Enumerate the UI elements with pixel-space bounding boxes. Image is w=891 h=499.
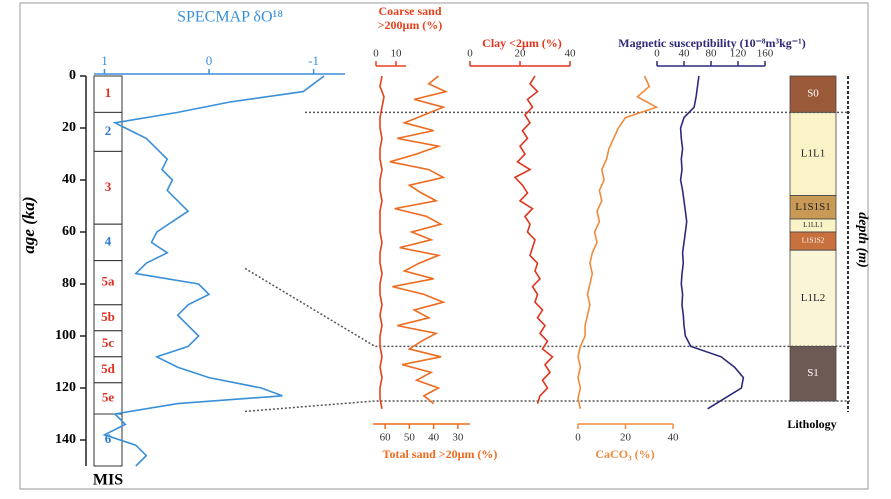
lithology-title: Lithology	[787, 417, 836, 431]
mis-label: MIS	[93, 472, 123, 489]
panel-subtitle: >200μm (%)	[378, 18, 443, 32]
value-tick-label: 60	[380, 432, 392, 444]
value-tick-label: -1	[308, 53, 319, 68]
lithology-label: L1S1S2	[802, 237, 825, 245]
frame	[20, 3, 868, 489]
value-tick-label: 10	[391, 48, 403, 60]
depth-label: depth (m)	[855, 212, 870, 268]
data-line	[105, 76, 325, 466]
panel-title: Magnetic susceptibility (10⁻⁸m³kg⁻¹)	[618, 36, 805, 50]
mis-stage-label: 5c	[102, 335, 115, 350]
mis-stage-label: 5e	[102, 389, 115, 404]
y-tick-label: 0	[69, 68, 76, 83]
value-tick-label: 40	[565, 48, 577, 60]
lithology-label: L1LL1	[803, 221, 823, 229]
tie-line	[245, 401, 850, 411]
data-line	[390, 76, 446, 404]
value-tick-label: 0	[467, 48, 473, 60]
mis-stage-label: 5d	[101, 361, 116, 376]
y-tick-label: 40	[62, 172, 76, 187]
value-tick-label: 50	[404, 432, 416, 444]
value-tick-label: 0	[575, 432, 581, 444]
panel-title: CaCO₃ (%)	[595, 447, 654, 461]
y-tick-label: 100	[55, 328, 76, 343]
lithology-label: S1	[807, 367, 819, 379]
lithology-label: L1L1	[801, 148, 825, 160]
value-tick-label: 1	[101, 53, 108, 68]
lithology-label: L1S1S1	[795, 201, 830, 213]
chart: age (ka) MIS Lithology depth (m) 0204060…	[0, 0, 891, 494]
mis-stage-label: 3	[105, 179, 112, 194]
data-line	[380, 76, 384, 409]
data-line	[578, 76, 656, 409]
data-line	[515, 76, 553, 404]
y-tick-label: 120	[55, 380, 76, 395]
panel-title: Total sand >20μm (%)	[383, 447, 498, 461]
mis-stage-label: 5b	[101, 309, 115, 324]
y-tick-label: 80	[62, 276, 76, 291]
mis-stage-label: 4	[105, 233, 112, 248]
mis-stage-label: 5a	[102, 274, 116, 289]
value-tick-label: 40	[428, 432, 440, 444]
panel-title: Coarse sand	[378, 4, 441, 18]
value-tick-label: 30	[452, 432, 464, 444]
mis-stage-label: 2	[105, 123, 112, 138]
value-tick-label: 0	[206, 53, 213, 68]
lithology-label: L1L2	[801, 292, 825, 304]
data-line	[681, 76, 744, 409]
value-tick-label: 0	[373, 48, 379, 60]
y-tick-label: 140	[55, 432, 76, 447]
panel-title: Clay <2μm (%)	[482, 36, 562, 50]
mis-stage-label: 1	[105, 85, 112, 100]
y-axis-label: age (ka)	[19, 196, 38, 253]
value-tick-label: 40	[668, 432, 680, 444]
y-tick-label: 20	[62, 120, 76, 135]
value-tick-label: 20	[620, 432, 632, 444]
y-tick-label: 60	[62, 224, 76, 239]
tie-line	[245, 268, 850, 346]
panel-title: SPECMAP δO¹⁸	[177, 9, 283, 26]
lithology-label: S0	[807, 88, 819, 100]
